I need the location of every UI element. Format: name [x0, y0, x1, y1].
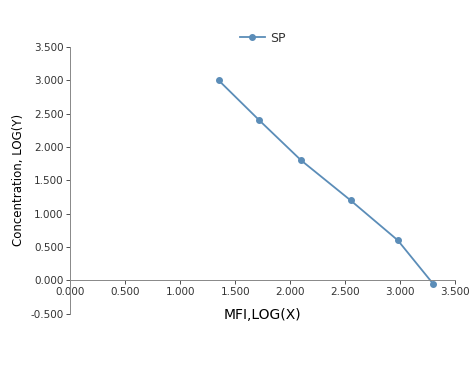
- SP: [395, 238, 401, 243]
- SP: [257, 118, 262, 123]
- SP: [430, 281, 436, 286]
- SP: [298, 158, 304, 163]
- Legend: SP: SP: [235, 27, 290, 50]
- SP: [348, 198, 353, 203]
- SP: [216, 78, 221, 83]
- Y-axis label: Concentration, LOG(Y): Concentration, LOG(Y): [12, 114, 24, 247]
- X-axis label: MFI,LOG(X): MFI,LOG(X): [224, 309, 302, 322]
- Line: SP: SP: [216, 78, 436, 287]
